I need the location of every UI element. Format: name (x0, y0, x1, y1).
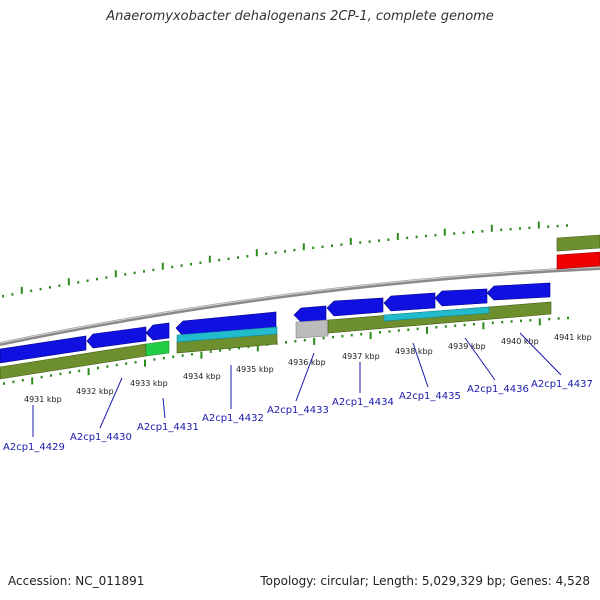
gene-arrow[interactable] (293, 305, 327, 323)
gene-label[interactable]: A2cp1_4436 (467, 384, 529, 395)
gene-label-leader (464, 337, 496, 381)
outer-tick-ring (2, 221, 568, 298)
cds-block[interactable] (556, 234, 600, 252)
rna-block[interactable] (176, 326, 278, 343)
rna-block[interactable] (383, 306, 490, 322)
gene-label[interactable]: A2cp1_4437 (531, 379, 593, 390)
genome-backbone (0, 266, 600, 346)
misc-feature-block[interactable] (145, 340, 170, 357)
genome-backbone-highlight (0, 266, 600, 344)
gene-label-leader (99, 377, 123, 429)
topology-text: Topology: circular; Length: 5,029,329 bp… (260, 574, 590, 588)
gene-arrow[interactable] (383, 292, 436, 312)
accession-text: Accession: NC_011891 (8, 574, 145, 588)
gene-label-leader (412, 342, 429, 388)
gene-arrow[interactable] (486, 282, 551, 301)
gene-label[interactable]: A2cp1_4433 (267, 405, 329, 416)
map-title: Anaeromyxobacter dehalogenans 2CP-1, com… (106, 9, 494, 24)
kbp-label: 4937 kbp (342, 352, 380, 361)
kbp-label: 4939 kbp (448, 342, 486, 351)
gene-label[interactable]: A2cp1_4430 (70, 432, 132, 443)
kbp-label: 4940 kbp (501, 337, 539, 346)
kbp-label: 4936 kbp (288, 358, 326, 367)
gene-label[interactable]: A2cp1_4429 (3, 442, 65, 453)
kbp-label: 4933 kbp (130, 379, 168, 388)
gene-arrow[interactable] (434, 288, 488, 307)
gene-labels[interactable]: A2cp1_4429 A2cp1_4430 A2cp1_4431A2cp1_4432… (3, 332, 593, 453)
kbp-label: 4935 kbp (236, 365, 274, 374)
kbp-label: 4932 kbp (76, 387, 114, 396)
kbp-label: 4938 kbp (395, 347, 433, 356)
kbp-scale: 4931 kbp 4932 kbp 4933 kbp 4934 kbp 4935 kbp… (24, 333, 592, 404)
gene-arrow[interactable] (326, 297, 384, 317)
gene-label[interactable]: A2cp1_4434 (332, 397, 394, 408)
kbp-label: 4934 kbp (183, 372, 221, 381)
kbp-label: 4931 kbp (24, 395, 62, 404)
gene-label[interactable]: A2cp1_4435 (399, 391, 461, 402)
cds-track[interactable] (0, 234, 600, 380)
gene-label[interactable]: A2cp1_4432 (202, 413, 264, 424)
highlight-block[interactable] (556, 251, 600, 270)
gene-track[interactable] (0, 282, 551, 364)
gene-label-leader (295, 352, 315, 402)
inner-tick-ring (3, 316, 569, 385)
gene-label-leader (162, 397, 166, 419)
gene-arrow[interactable] (86, 326, 147, 349)
kbp-label: 4941 kbp (554, 333, 592, 342)
gene-label-leader (519, 332, 562, 376)
gene-label[interactable]: A2cp1_4431 (137, 422, 199, 433)
pseudo-block[interactable] (295, 319, 329, 339)
gene-arrow[interactable] (0, 335, 87, 364)
gene-arrow[interactable] (145, 322, 170, 341)
